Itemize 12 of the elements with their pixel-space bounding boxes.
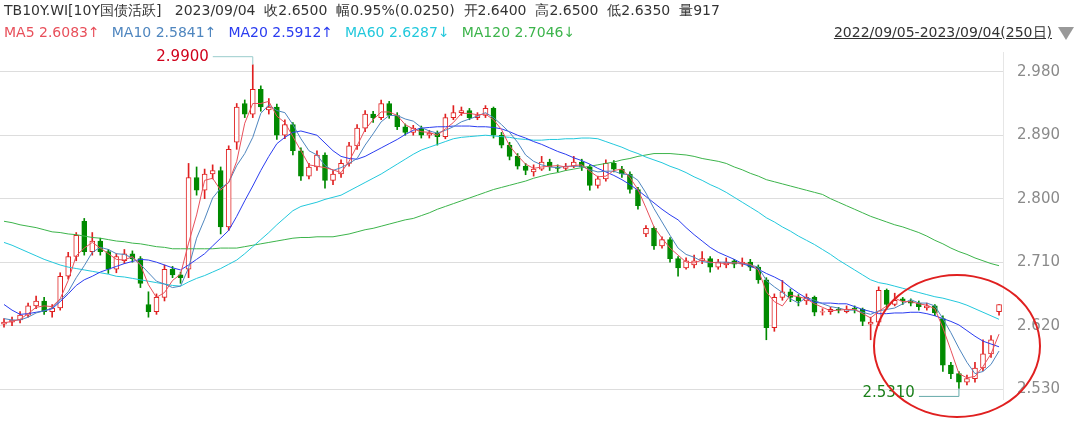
text: MA10 2.5841↑	[111, 24, 217, 40]
y-tick-label: 2.890	[1017, 125, 1061, 144]
text: MA120 2.7046↓	[461, 24, 576, 40]
text: 2022/09/05-2023/09/04(250日)	[833, 24, 1052, 42]
annotation: 2.9900	[156, 46, 209, 65]
text: MA60 2.6287↓	[345, 24, 450, 40]
y-tick-label: 2.800	[1017, 188, 1061, 207]
chart-title: TB10Y.WI[10Y国债活跃] 2023/09/04 收2.6500 幅0.95%(0.0250) 开2.6400 高2.6500 低2.6350 量917	[4, 2, 720, 20]
y-tick-label: 2.980	[1017, 61, 1061, 80]
text: MA5 2.6083↑	[4, 24, 100, 40]
y-tick-label: 2.710	[1017, 252, 1061, 271]
text: MA20 2.5912↑	[228, 24, 334, 40]
